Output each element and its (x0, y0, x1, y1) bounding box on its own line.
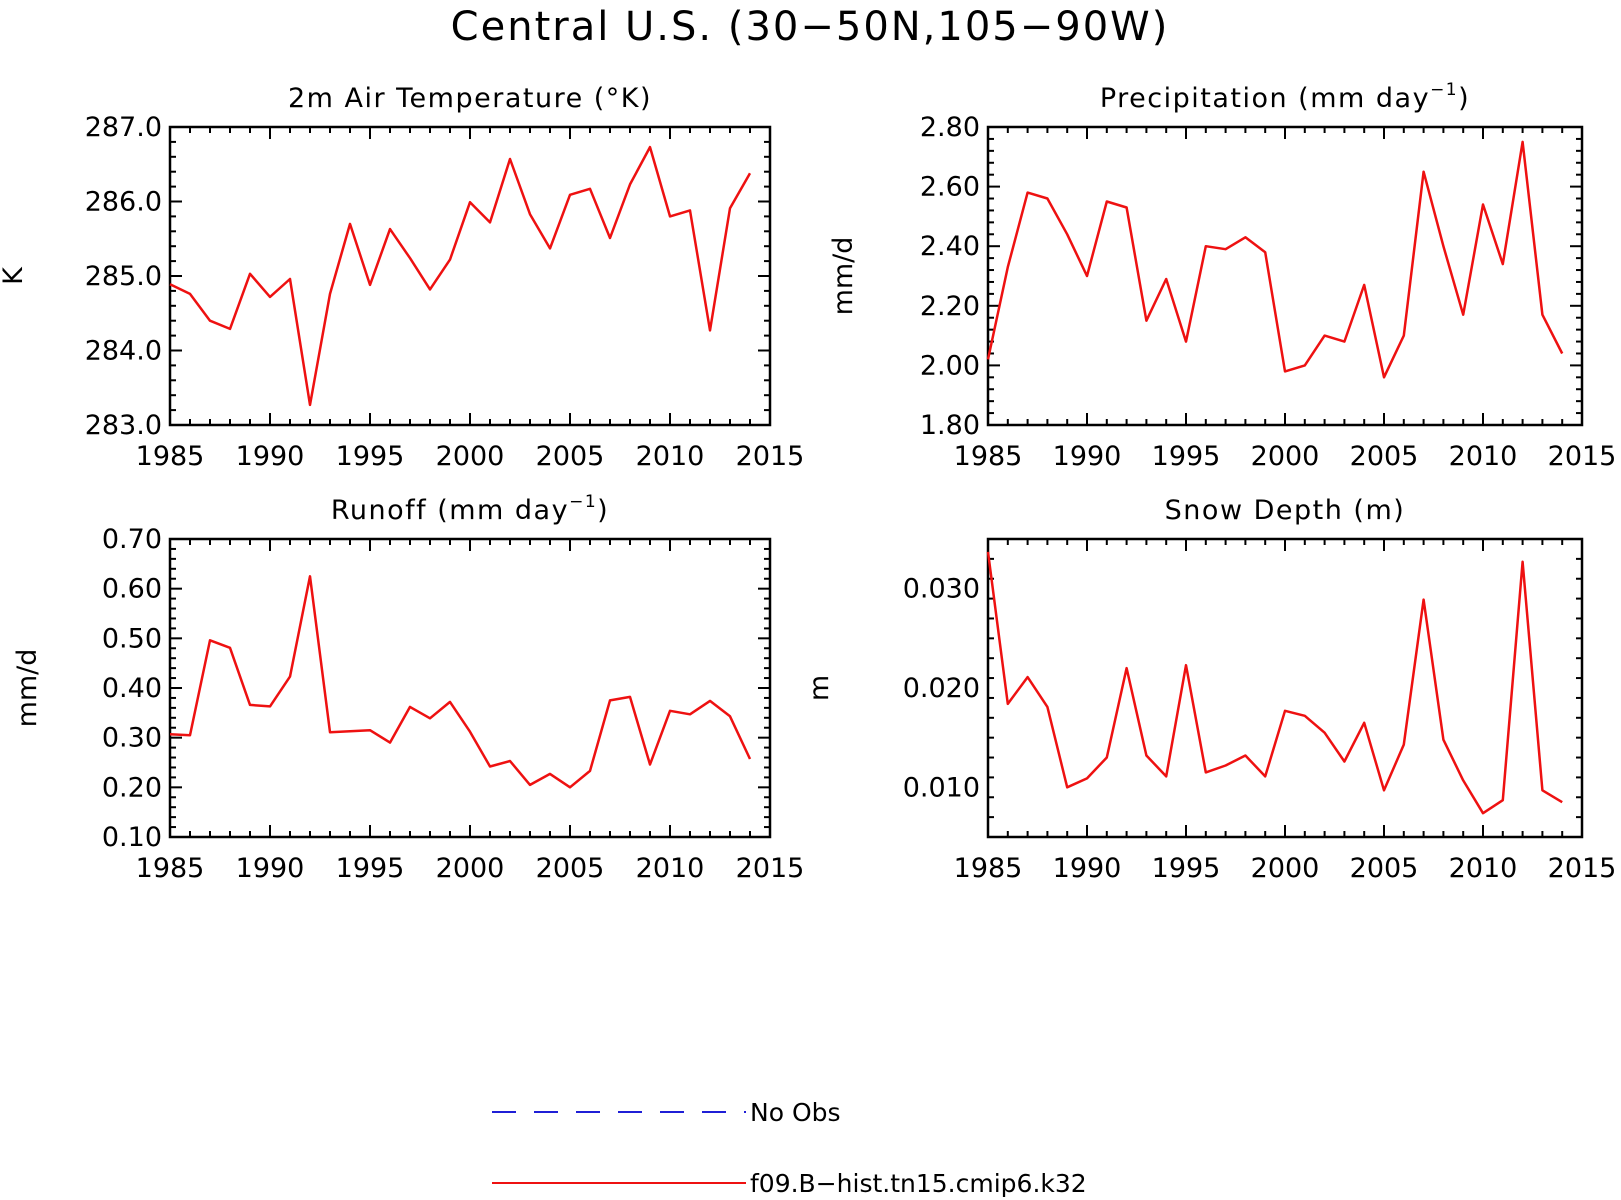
x-tick-label: 2000 (1251, 441, 1320, 472)
x-tick-label: 2005 (1350, 441, 1419, 472)
x-tick-label: 1990 (1053, 853, 1122, 884)
y-tick-label: 286.0 (85, 187, 162, 218)
x-tick-label: 2005 (536, 853, 605, 884)
panel-title: Precipitation (mm day−1) (1100, 80, 1470, 114)
x-tick-label: 1985 (954, 853, 1023, 884)
panel-snow-depth: Snow Depth (m) m 1985 1990 1995 2000 2005 2010 2… (804, 495, 1616, 884)
panels: 2m Air Temperature (°K) K 1985 1990 1995 2000… (0, 80, 1616, 884)
x-tick-label: 2015 (1548, 441, 1617, 472)
y-axis-label: mm/d (12, 649, 43, 728)
panel-title-end: ) (597, 495, 609, 526)
panel-title-superscript: −1 (569, 492, 597, 512)
y-axis-label: K (0, 266, 29, 285)
series-line (986, 140, 1564, 379)
panel-runoff: Runoff (mm day−1) mm/d 1985 1990 1995 2000 200… (12, 492, 804, 884)
y-tick-label: 285.0 (85, 261, 162, 292)
y-tick-label: 0.020 (903, 673, 980, 704)
y-tick-label: 0.030 (903, 574, 980, 605)
x-tick-label: 1995 (336, 441, 405, 472)
series-line (169, 575, 752, 789)
x-tick-label: 2010 (1449, 441, 1518, 472)
x-tick-label: 1995 (336, 853, 405, 884)
panel-title: 2m Air Temperature (°K) (288, 83, 652, 114)
y-tick-label: 0.010 (903, 772, 980, 803)
x-tick-label: 2010 (636, 853, 705, 884)
panel-title-superscript: −1 (1430, 80, 1458, 100)
x-tick-label: 1990 (236, 853, 305, 884)
x-tick-label: 2005 (536, 441, 605, 472)
x-tick-label: 1985 (136, 853, 205, 884)
series-line (169, 145, 752, 407)
x-tick-label: 1990 (1053, 441, 1122, 472)
y-tick-label: 1.80 (920, 410, 980, 441)
y-axis-label: m (804, 675, 835, 701)
panel-title-text: Snow Depth (m) (1165, 495, 1406, 526)
figure-title: Central U.S. (30−50N,105−90W) (451, 4, 1170, 50)
y-tick-label: 0.60 (102, 574, 162, 605)
x-tick-label: 1995 (1152, 441, 1221, 472)
y-tick-label: 0.70 (102, 524, 162, 555)
y-tick-label: 284.0 (85, 336, 162, 367)
panel-temperature: 2m Air Temperature (°K) K 1985 1990 1995 2000… (0, 83, 804, 472)
panel-precipitation: Precipitation (mm day−1) mm/d 1985 1990 1995… (828, 80, 1616, 472)
x-tick-label: 2000 (1251, 853, 1320, 884)
x-tick-label: 2005 (1350, 853, 1419, 884)
legend-label-model: f09.B−hist.tn15.cmip6.k32 (750, 1169, 1087, 1198)
y-tick-label: 2.80 (920, 112, 980, 143)
y-tick-label: 0.20 (102, 772, 162, 803)
plot-frame (986, 537, 1584, 839)
plot-frame (168, 537, 772, 839)
y-tick-label: 0.30 (102, 723, 162, 754)
panel-title-text: Precipitation (mm day (1100, 83, 1430, 114)
x-tick-label: 1985 (954, 441, 1023, 472)
panel-title: Runoff (mm day−1) (331, 492, 609, 526)
y-tick-label: 283.0 (85, 410, 162, 441)
y-axis-label: mm/d (828, 237, 859, 316)
series-line (986, 551, 1563, 815)
y-tick-label: 287.0 (85, 112, 162, 143)
y-tick-label: 2.20 (920, 291, 980, 322)
y-tick-label: 2.40 (920, 231, 980, 262)
x-tick-label: 2010 (1449, 853, 1518, 884)
x-tick-label: 2000 (436, 853, 505, 884)
x-tick-label: 2015 (736, 441, 805, 472)
legend: No Obs f09.B−hist.tn15.cmip6.k32 (492, 1098, 1087, 1198)
y-tick-label: 0.40 (102, 673, 162, 704)
panel-title: Snow Depth (m) (1165, 495, 1406, 526)
y-tick-label: 0.50 (102, 623, 162, 654)
panel-title-text: 2m Air Temperature (°K) (288, 83, 652, 114)
panel-title-text: Runoff (mm day (331, 495, 569, 526)
y-tick-label: 2.60 (920, 172, 980, 203)
plot-frame (986, 125, 1584, 427)
y-tick-label: 2.00 (920, 350, 980, 381)
x-tick-label: 2015 (1548, 853, 1617, 884)
x-tick-label: 2000 (436, 441, 505, 472)
x-tick-label: 2010 (636, 441, 705, 472)
legend-label-no-obs: No Obs (750, 1098, 841, 1127)
panel-title-end: ) (1458, 83, 1470, 114)
x-tick-label: 2015 (736, 853, 805, 884)
y-tick-label: 0.10 (102, 822, 162, 853)
x-tick-label: 1990 (236, 441, 305, 472)
x-tick-label: 1995 (1152, 853, 1221, 884)
x-tick-label: 1985 (136, 441, 205, 472)
plot-frame (168, 125, 772, 427)
